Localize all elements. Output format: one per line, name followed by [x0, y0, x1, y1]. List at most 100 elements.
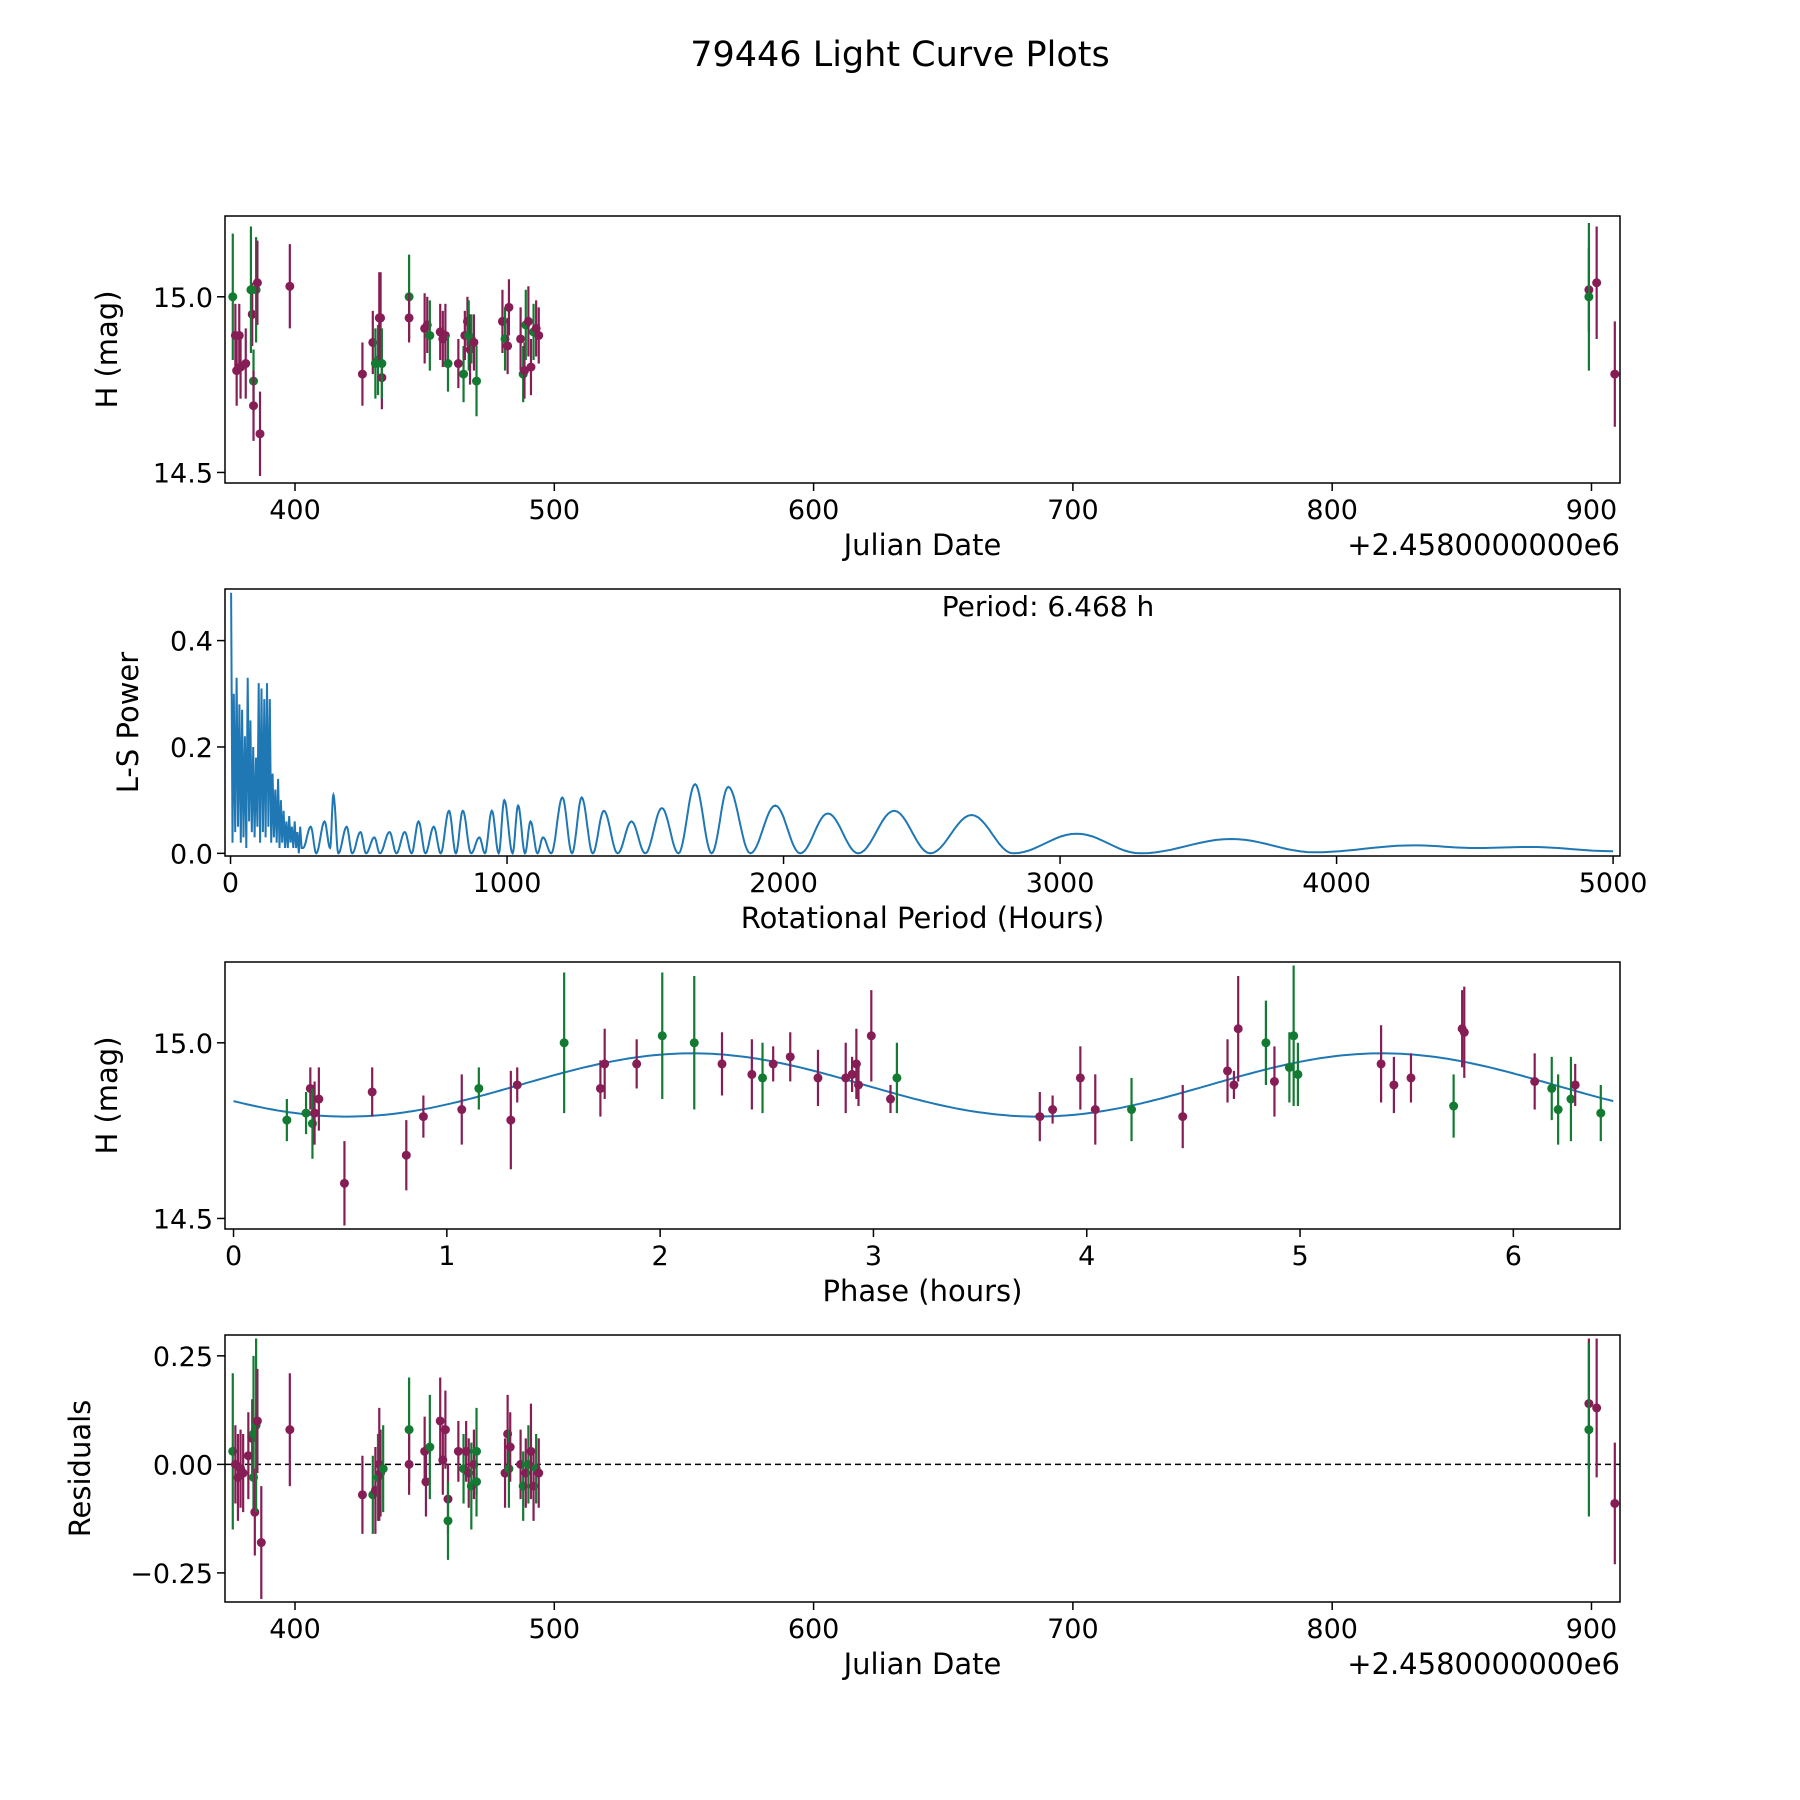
data-point — [534, 1468, 544, 1478]
x-tick-label: 700 — [1047, 495, 1099, 526]
x-tick-label: 2000 — [749, 868, 818, 899]
data-point — [469, 337, 479, 347]
x-tick-label: 5 — [1291, 1241, 1308, 1272]
data-point — [1449, 1101, 1459, 1111]
y-tick-label: 15.0 — [153, 1029, 213, 1060]
y-tick-label: 0.25 — [153, 1342, 213, 1373]
data-point — [1127, 1105, 1137, 1115]
data-point — [1269, 1076, 1279, 1086]
data-point — [892, 1073, 902, 1083]
data-point — [534, 330, 544, 340]
x-axis-label: Julian Date — [842, 1647, 1002, 1681]
data-point — [357, 369, 367, 379]
x-tick-label: 1 — [438, 1241, 455, 1272]
data-point — [401, 1150, 411, 1160]
y-axis-label: L-S Power — [111, 652, 145, 793]
data-point — [1570, 1080, 1580, 1090]
data-point — [250, 1507, 260, 1517]
x-tick-label: 400 — [269, 1614, 321, 1645]
phased-light-curve-axes: 0 1 2 3 4 5 6 14.5 15.0 Phase (hours) H (mag) — [90, 961, 1621, 1308]
x-tick-label: 0 — [225, 1241, 242, 1272]
data-point — [1289, 1031, 1299, 1041]
data-point — [1075, 1073, 1085, 1083]
data-point — [425, 1442, 435, 1452]
data-point — [1610, 369, 1620, 379]
y-tick-label: 0.0 — [170, 839, 213, 870]
data-point — [632, 1059, 642, 1069]
y-axis-label: H (mag) — [90, 290, 124, 408]
data-point — [1459, 1027, 1469, 1037]
x-tick-label: 400 — [269, 495, 321, 526]
data-point — [238, 1468, 248, 1478]
data-point — [1596, 1108, 1606, 1118]
data-point — [768, 1059, 778, 1069]
x-tick-label: 600 — [788, 495, 840, 526]
data-point — [443, 359, 453, 369]
residuals-axes: 400 500 600 700 800 900 −0.25 0.00 0.25 Julian Da… — [63, 1334, 1621, 1681]
data-point — [378, 1464, 388, 1474]
data-point — [505, 1442, 515, 1452]
data-point — [1530, 1076, 1540, 1086]
data-point — [1223, 1066, 1233, 1076]
data-point — [1284, 1062, 1294, 1072]
data-point — [523, 316, 533, 326]
data-point — [1261, 1038, 1271, 1048]
y-tick-label: 0.00 — [153, 1450, 213, 1481]
x-offset-text: +2.4580000000e6 — [1347, 528, 1620, 562]
data-point — [1610, 1498, 1620, 1508]
data-point — [453, 359, 463, 369]
fit-curve — [233, 1052, 1614, 1118]
data-point — [526, 362, 536, 372]
data-point — [228, 292, 238, 302]
x-tick-label: 3 — [865, 1241, 882, 1272]
data-point — [516, 334, 526, 344]
x-tick-label: 0 — [222, 868, 239, 899]
data-point — [453, 1446, 463, 1456]
periodogram-annotation: Period: 6.468 h — [942, 590, 1154, 623]
x-tick-label: 900 — [1566, 495, 1618, 526]
data-point — [886, 1094, 896, 1104]
periodogram-axes: 0 1000 2000 3000 4000 5000 0.0 0.2 0.4 Rotational… — [111, 588, 1647, 935]
data-point — [1547, 1083, 1557, 1093]
data-point — [504, 302, 514, 312]
x-tick-label: 3000 — [1026, 868, 1095, 899]
data-point — [1406, 1073, 1416, 1083]
x-axis-label: Phase (hours) — [823, 1274, 1023, 1308]
x-tick-label: 4000 — [1302, 868, 1371, 899]
x-tick-label: 900 — [1566, 1614, 1618, 1645]
data-point — [1584, 1425, 1594, 1435]
data-point — [1293, 1069, 1303, 1079]
x-offset-text: +2.4580000000e6 — [1347, 1647, 1620, 1681]
data-point — [404, 1425, 414, 1435]
periodogram-frame — [224, 588, 1621, 857]
data-point — [459, 369, 469, 379]
data-point — [595, 1083, 605, 1093]
residuals-plot-area — [225, 1338, 1620, 1599]
data-point — [234, 330, 244, 340]
data-point — [443, 1516, 453, 1526]
data-point — [256, 1538, 266, 1548]
data-point — [1592, 278, 1602, 288]
x-tick-label: 600 — [788, 1614, 840, 1645]
data-point — [1048, 1105, 1058, 1115]
data-point — [243, 1451, 253, 1461]
data-point — [404, 313, 414, 323]
data-point — [1035, 1112, 1045, 1122]
residuals-frame — [224, 1334, 1621, 1603]
data-point — [747, 1069, 757, 1079]
data-point — [310, 1108, 320, 1118]
x-axis-label: Julian Date — [842, 528, 1002, 562]
data-point — [421, 1477, 431, 1487]
y-axis-label: Residuals — [63, 1400, 97, 1538]
data-point — [512, 1080, 522, 1090]
data-point — [847, 1069, 857, 1079]
light-curve-plot-area — [228, 223, 1620, 476]
data-point — [559, 1038, 569, 1048]
data-point — [440, 1425, 450, 1435]
data-point — [866, 1031, 876, 1041]
data-point — [689, 1038, 699, 1048]
y-tick-label: 0.2 — [170, 733, 213, 764]
y-tick-label: 0.4 — [170, 627, 213, 658]
data-point — [339, 1178, 349, 1188]
